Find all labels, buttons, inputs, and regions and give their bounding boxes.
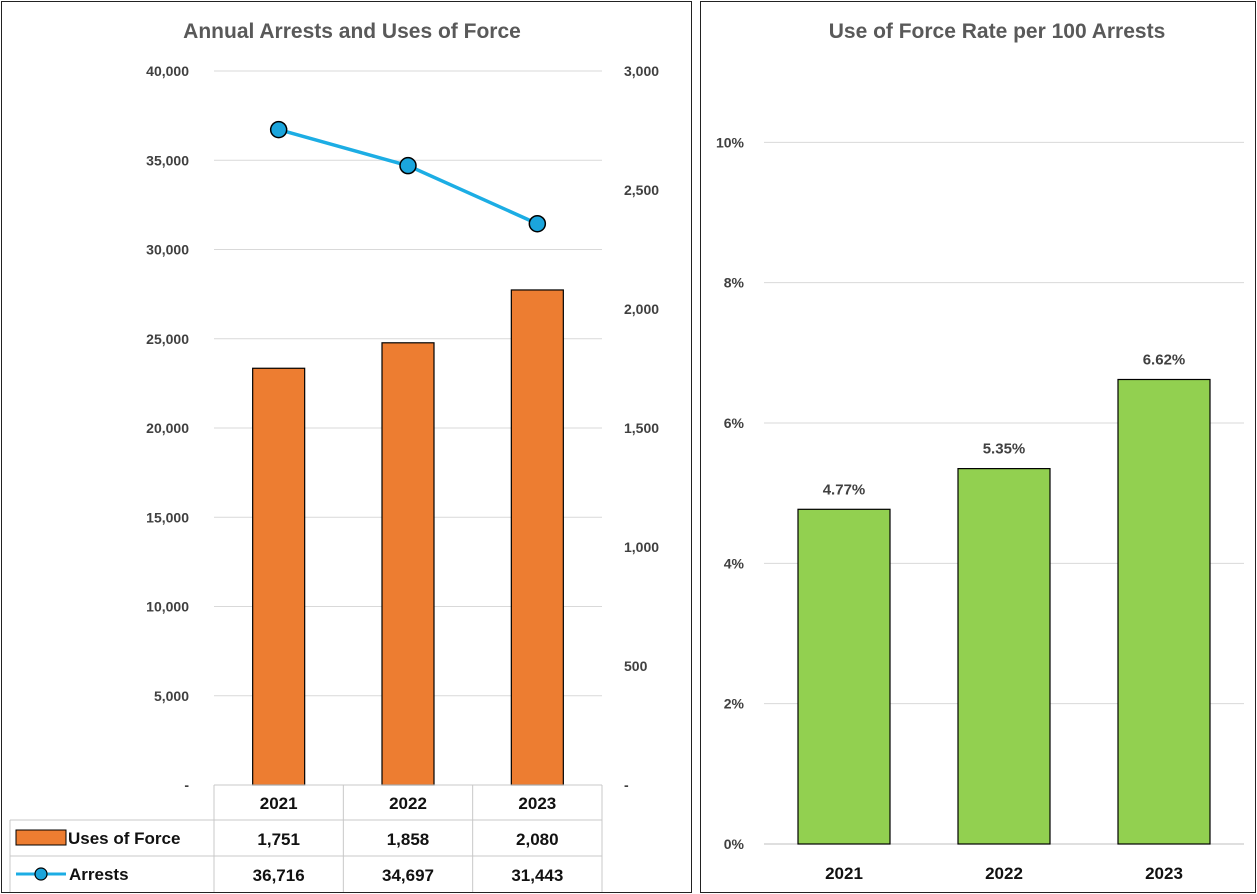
rate-bar (797, 508, 891, 845)
uses-of-force-legend-label: Uses of Force (68, 829, 180, 848)
left-y-axis-labels: - 5,000 10,000 15,000 20,000 25,000 30,000 35,0… (146, 63, 189, 793)
right-chart-y-axis-labels: 0% 2% 4% 6% 8% 10% (716, 134, 745, 852)
right-y-tick-label: 500 (624, 658, 648, 674)
left-y-tick-label: - (184, 777, 189, 793)
right-chart-x-axis-labels: 2021 2022 2023 (825, 864, 1183, 883)
rate-data-label: 5.35% (983, 441, 1026, 458)
arrests-point (399, 156, 417, 175)
table-category-label: 2021 (260, 794, 298, 813)
arrests-point (528, 214, 547, 233)
rate-data-label: 4.77% (823, 481, 866, 498)
arrests-line (269, 120, 547, 233)
right-chart-y-tick-label: 2% (724, 696, 745, 712)
left-y-tick-label: 40,000 (146, 63, 189, 79)
left-y-tick-label: 15,000 (146, 509, 189, 525)
force-rate-chart: Use of Force Rate per 100 Arrests 0% 2% 4%… (716, 20, 1244, 883)
table-category-label: 2022 (389, 794, 427, 813)
table-category-label: 2023 (518, 794, 556, 813)
uses-of-force-value: 1,751 (257, 830, 300, 849)
left-y-tick-label: 10,000 (146, 599, 189, 615)
right-chart-y-tick-label: 10% (716, 134, 745, 150)
rate-data-labels: 4.77% 5.35% 6.62% (823, 351, 1186, 498)
arrests-legend-label: Arrests (69, 865, 129, 884)
left-y-tick-label: 35,000 (146, 152, 189, 168)
right-chart-x-tick-label: 2023 (1145, 864, 1183, 883)
left-y-tick-label: 20,000 (146, 420, 189, 436)
uses-of-force-value: 2,080 (516, 830, 559, 849)
rate-bar (957, 468, 1051, 845)
uses-of-force-legend-swatch (15, 829, 67, 846)
right-chart-y-tick-label: 0% (724, 836, 745, 852)
uses-of-force-bars (252, 289, 564, 786)
arrests-legend-marker (34, 867, 48, 881)
right-y-tick-label: - (624, 777, 629, 793)
arrests-value: 36,716 (253, 866, 305, 885)
left-y-tick-label: 25,000 (146, 331, 189, 347)
right-y-axis-labels: - 500 1,000 1,500 2,000 2,500 3,000 (624, 63, 659, 793)
right-chart-y-tick-label: 6% (724, 415, 745, 431)
right-chart-title: Use of Force Rate per 100 Arrests (829, 20, 1166, 43)
rate-bar (1117, 378, 1211, 845)
arrests-and-force-chart: Annual Arrests and Uses of Force - 5,000 1… (9, 20, 659, 892)
uses-of-force-bar (252, 367, 306, 786)
right-y-tick-label: 1,500 (624, 420, 659, 436)
right-y-tick-label: 3,000 (624, 63, 659, 79)
left-chart-title: Annual Arrests and Uses of Force (183, 20, 521, 43)
uses-of-force-bar (381, 342, 435, 786)
arrests-value: 31,443 (511, 866, 563, 885)
right-chart-y-tick-label: 4% (724, 555, 745, 571)
data-table: 2021 2022 2023 Uses of Force Arrests 1,751 1,8… (9, 784, 603, 892)
right-chart-x-tick-label: 2021 (825, 864, 863, 883)
rate-bars (797, 378, 1211, 845)
uses-of-force-value: 1,858 (387, 830, 430, 849)
rate-data-label: 6.62% (1143, 351, 1186, 368)
right-y-tick-label: 1,000 (624, 539, 659, 555)
arrests-point (269, 120, 288, 139)
right-chart-x-tick-label: 2022 (985, 864, 1023, 883)
arrests-value: 34,697 (382, 866, 434, 885)
right-y-tick-label: 2,500 (624, 182, 659, 198)
uses-of-force-bar (510, 289, 564, 786)
right-y-tick-label: 2,000 (624, 301, 659, 317)
left-y-tick-label: 5,000 (154, 688, 189, 704)
right-chart-y-tick-label: 8% (724, 275, 745, 291)
left-y-tick-label: 30,000 (146, 242, 189, 258)
arrests-line-path (278, 127, 539, 226)
